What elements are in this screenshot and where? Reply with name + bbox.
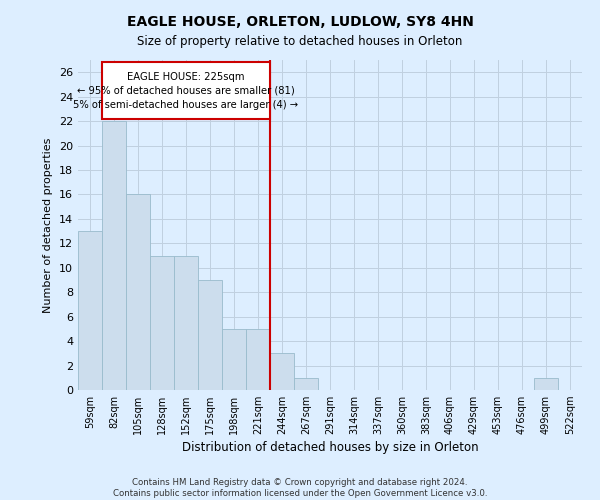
Bar [222, 329, 246, 390]
Bar [198, 280, 222, 390]
FancyBboxPatch shape [102, 62, 270, 118]
Bar [78, 231, 102, 390]
Text: Size of property relative to detached houses in Orleton: Size of property relative to detached ho… [137, 35, 463, 48]
Text: Contains HM Land Registry data © Crown copyright and database right 2024.
Contai: Contains HM Land Registry data © Crown c… [113, 478, 487, 498]
Bar [270, 354, 294, 390]
Bar [294, 378, 318, 390]
Bar [126, 194, 150, 390]
Bar [174, 256, 198, 390]
Bar [102, 121, 126, 390]
Text: EAGLE HOUSE, ORLETON, LUDLOW, SY8 4HN: EAGLE HOUSE, ORLETON, LUDLOW, SY8 4HN [127, 15, 473, 29]
Text: EAGLE HOUSE: 225sqm
← 95% of detached houses are smaller (81)
5% of semi-detache: EAGLE HOUSE: 225sqm ← 95% of detached ho… [73, 72, 299, 110]
Y-axis label: Number of detached properties: Number of detached properties [43, 138, 53, 312]
Bar [534, 378, 558, 390]
Bar [246, 329, 270, 390]
X-axis label: Distribution of detached houses by size in Orleton: Distribution of detached houses by size … [182, 442, 478, 454]
Bar [150, 256, 174, 390]
